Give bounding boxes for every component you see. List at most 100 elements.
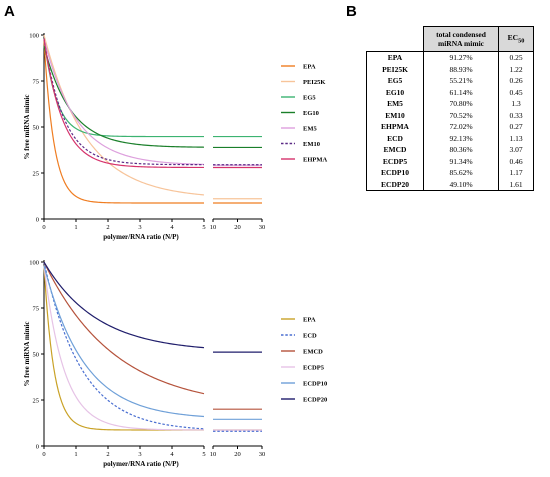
table-cell-ec50: 0.25 <box>498 51 534 64</box>
y-axis-label: % free miRNA mimic <box>23 322 31 387</box>
table-row: ECDP5 91.34% 0.46 <box>366 155 534 167</box>
y-tick-label: 100 <box>29 32 39 39</box>
release-chart-bottom: 0 25 50 75 100 0 1 2 3 4 5 10 20 30 polymer/RNA ratio … <box>23 259 327 468</box>
legend-label-emcd: EMCD <box>303 348 323 355</box>
x-axis-label: polymer/RNA ratio (N/P) <box>103 460 179 468</box>
table-row: EPA 91.27% 0.25 <box>366 51 534 64</box>
table-row: EMCD 80.36% 3.07 <box>366 144 534 156</box>
legend-label-eg10: EG10 <box>303 110 319 117</box>
table-cell-condensed: 85.62% <box>423 167 499 179</box>
legend-label-ecdp5: ECDP5 <box>303 364 325 371</box>
x-tick-label: 20 <box>234 224 241 231</box>
release-chart-top: 0 25 50 75 100 0 1 2 3 4 5 10 20 30 polymer/RNA ratio … <box>23 32 327 241</box>
table-cell-condensed: 80.36% <box>423 144 499 156</box>
legend-label-em5: EM5 <box>303 125 317 132</box>
table-cell-condensed: 49.10% <box>423 178 499 191</box>
table-cell-polymer: EM5 <box>366 98 424 110</box>
y-tick-label: 75 <box>33 78 40 85</box>
x-tick-label: 0 <box>42 224 45 231</box>
series-line-epa <box>43 40 204 204</box>
table-cell-ec50: 1.17 <box>498 167 534 179</box>
x-tick-label: 4 <box>170 224 174 231</box>
y-axis-label: % free miRNA mimic <box>23 95 31 160</box>
table-cell-polymer: EG10 <box>366 86 424 98</box>
table-header-row: total condensed miRNA mimic EC50 <box>366 26 534 52</box>
table-cell-condensed: 92.13% <box>423 132 499 144</box>
y-tick-label: 75 <box>33 305 40 312</box>
table-cell-ec50: 0.27 <box>498 121 534 133</box>
table-header-condensed: total condensed miRNA mimic <box>423 26 499 52</box>
series-line-ecd <box>43 261 205 430</box>
table-header-blank <box>366 26 424 52</box>
table-cell-polymer: ECDP10 <box>366 167 424 179</box>
series-line-pei25k <box>43 34 205 196</box>
table-cell-condensed: 70.52% <box>423 109 499 121</box>
series-line-emcd <box>43 261 205 395</box>
table-row: EM5 70.80% 1.3 <box>366 98 534 110</box>
panel-b-letter: B <box>346 3 357 20</box>
legend-label-ecdp20: ECDP20 <box>303 396 327 403</box>
x-tick-label: 2 <box>106 451 109 458</box>
table-cell-polymer: ECDP20 <box>366 178 424 191</box>
table-cell-condensed: 88.93% <box>423 63 499 75</box>
series-line-em10 <box>43 38 205 166</box>
legend-label-epa: EPA <box>303 63 316 70</box>
table-cell-ec50: 0.45 <box>498 86 534 98</box>
x-tick-label: 10 <box>210 224 217 231</box>
table-cell-ec50: 0.46 <box>498 155 534 167</box>
table-row: ECDP20 49.10% 1.61 <box>366 178 534 191</box>
table-row: EG5 55.21% 0.26 <box>366 75 534 87</box>
table-header-ec: EC <box>507 32 519 42</box>
table-cell-polymer: EMCD <box>366 144 424 156</box>
table-cell-polymer: EG5 <box>366 75 424 87</box>
x-tick-label: 0 <box>42 451 45 458</box>
table-cell-ec50: 1.13 <box>498 132 534 144</box>
x-tick-label: 30 <box>259 224 266 231</box>
table-cell-condensed: 72.02% <box>423 121 499 133</box>
table-cell-polymer: ECD <box>366 132 424 144</box>
table-cell-condensed: 55.21% <box>423 75 499 87</box>
y-tick-label: 25 <box>33 170 40 177</box>
x-tick-label: 10 <box>210 451 217 458</box>
table-cell-ec50: 1.61 <box>498 178 534 191</box>
series-line-epa <box>43 265 204 431</box>
y-tick-label: 100 <box>29 259 39 266</box>
table-cell-condensed: 61.14% <box>423 86 499 98</box>
table-row: PEI25K 88.93% 1.22 <box>366 63 534 75</box>
table-cell-condensed: 70.80% <box>423 98 499 110</box>
table-cell-polymer: EPA <box>366 51 424 64</box>
series-line-ecdp10 <box>43 265 205 418</box>
table-header-ec50: EC50 <box>498 26 534 52</box>
series-line-ehpma <box>43 38 204 169</box>
table-header-condensed-line2: miRNA mimic <box>437 39 485 48</box>
table-cell-polymer: EHPMA <box>366 121 424 133</box>
y-tick-label: 0 <box>36 216 39 223</box>
x-tick-label: 5 <box>202 224 205 231</box>
table-header-condensed-line1: total condensed <box>436 30 486 39</box>
table-row: EM10 70.52% 0.33 <box>366 109 534 121</box>
table-cell-ec50: 3.07 <box>498 144 534 156</box>
legend-label-ecdp10: ECDP10 <box>303 380 327 387</box>
x-tick-label: 30 <box>259 451 266 458</box>
x-tick-label: 5 <box>202 451 205 458</box>
table-body: EPA 91.27% 0.25 PEI25K 88.93% 1.22 EG5 55.21% 0.… <box>366 51 534 191</box>
legend-label-pei25k: PEI25K <box>303 79 325 86</box>
legend-label-ehpma: EHPMA <box>303 156 327 163</box>
ec50-table-panel: total condensed miRNA mimic EC50 EPA 91.2… <box>366 26 534 191</box>
legend-label-em10: EM10 <box>303 141 320 148</box>
series-line-ecdp5 <box>43 265 205 431</box>
legend-label-eg5: EG5 <box>303 94 316 101</box>
table-row: ECD 92.13% 1.13 <box>366 132 534 144</box>
table-cell-ec50: 0.26 <box>498 75 534 87</box>
y-tick-label: 25 <box>33 397 40 404</box>
table-cell-polymer: EM10 <box>366 109 424 121</box>
x-axis-label: polymer/RNA ratio (N/P) <box>103 233 179 241</box>
x-tick-label: 1 <box>74 451 77 458</box>
table-cell-polymer: PEI25K <box>366 63 424 75</box>
x-tick-label: 4 <box>170 451 174 458</box>
table-cell-condensed: 91.27% <box>423 51 499 64</box>
x-tick-label: 3 <box>138 224 141 231</box>
table-cell-condensed: 91.34% <box>423 155 499 167</box>
y-tick-label: 0 <box>36 443 39 450</box>
